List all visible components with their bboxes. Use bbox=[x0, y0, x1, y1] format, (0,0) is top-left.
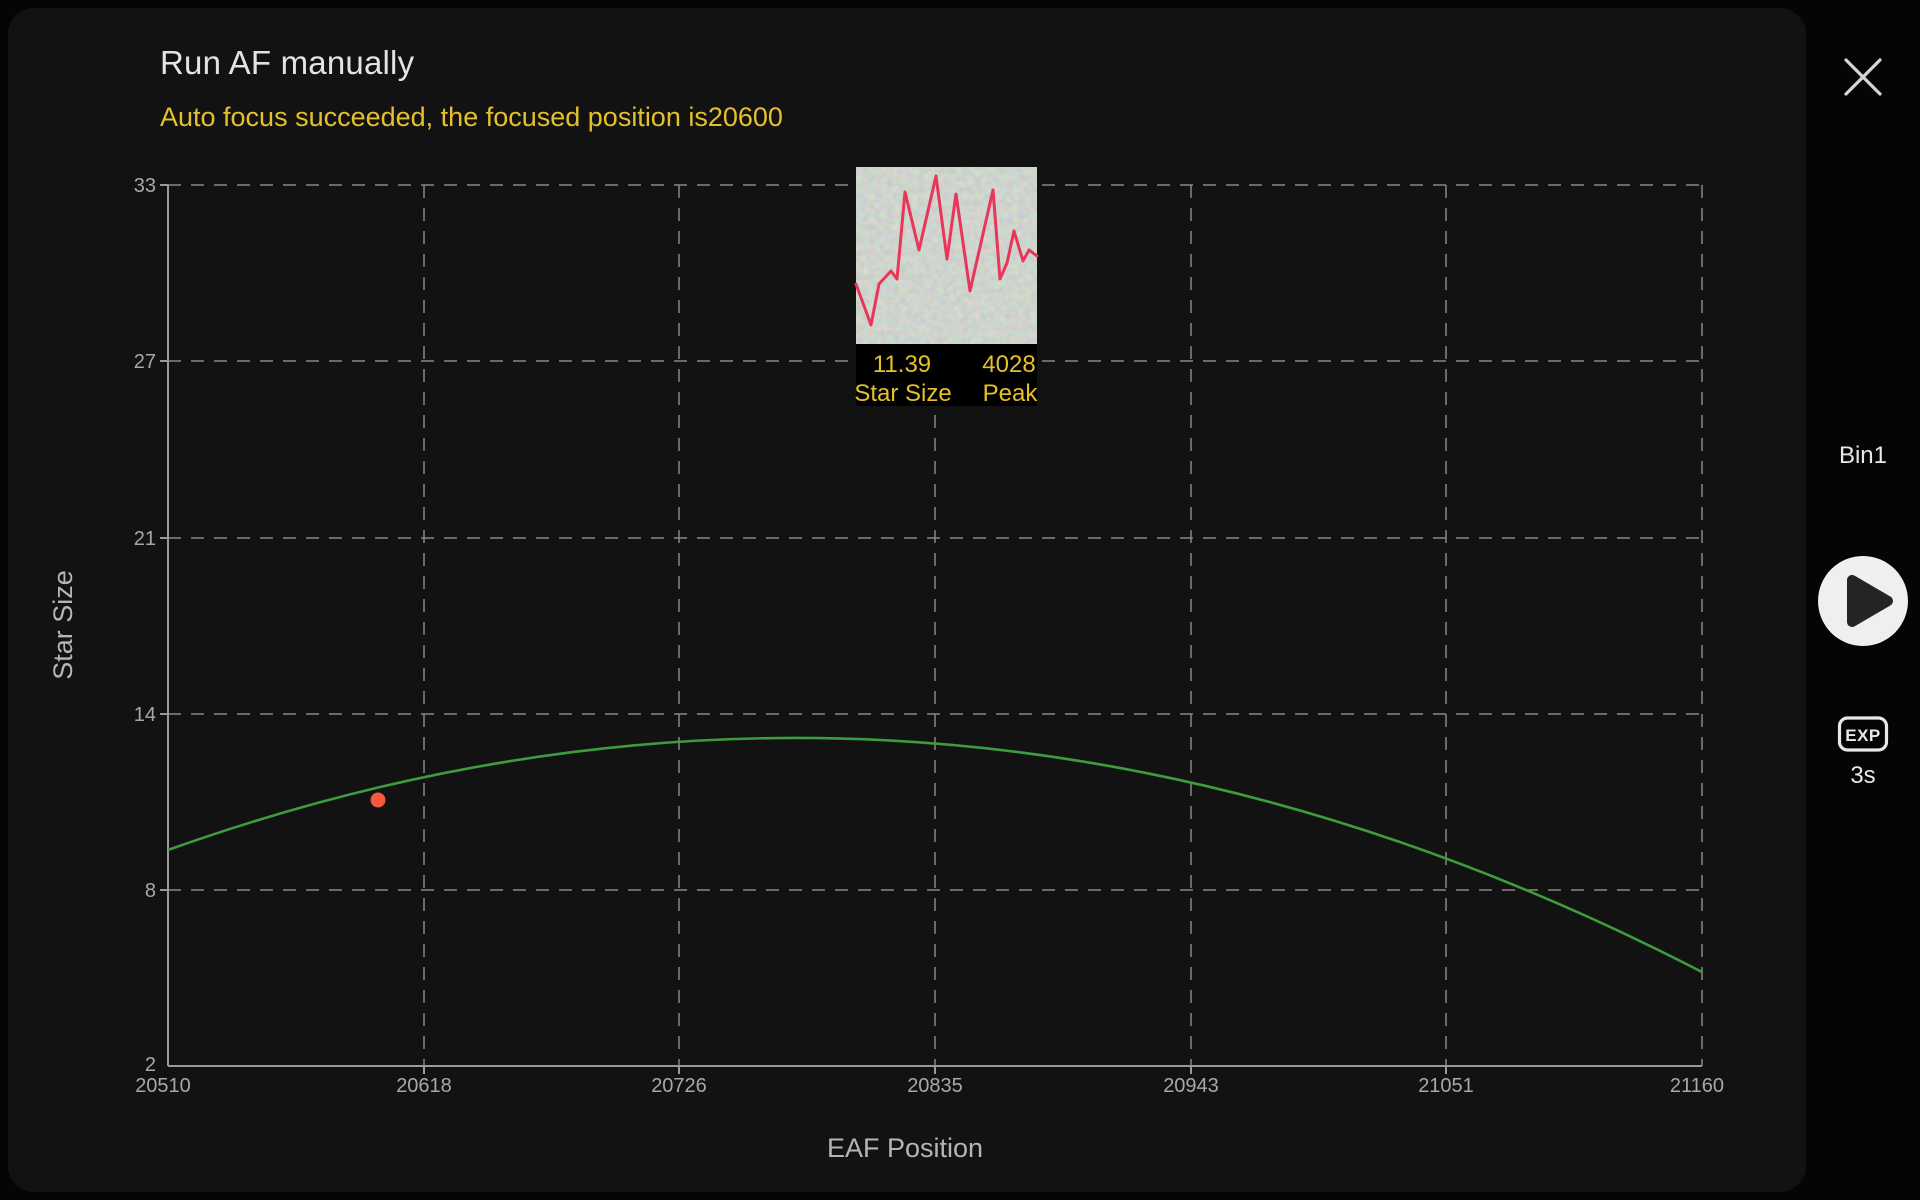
vcurve-fit-line bbox=[167, 736, 1703, 974]
star-size-value: 11.39 bbox=[873, 351, 931, 378]
bin-setting[interactable]: Bin1 bbox=[1838, 442, 1888, 469]
x-tick-20618: 20618 bbox=[396, 1075, 452, 1097]
star-profile-line bbox=[854, 174, 1039, 327]
close-icon bbox=[1844, 58, 1882, 96]
play-button[interactable] bbox=[1816, 554, 1910, 648]
exp-icon: EXP bbox=[1837, 715, 1889, 752]
peak-value: 4028 bbox=[982, 351, 1035, 378]
y-axis-title: Star Size bbox=[48, 570, 78, 680]
star-readout-band bbox=[856, 344, 1037, 406]
x-axis-tick-labels: 20510 20618 20726 20835 20943 21051 2116… bbox=[135, 1075, 1724, 1097]
x-tick-20835: 20835 bbox=[907, 1075, 963, 1097]
x-tick-21160: 21160 bbox=[1670, 1075, 1724, 1097]
vertical-gridlines bbox=[423, 185, 1703, 1066]
y-axis-tick-labels: 33 27 21 14 8 2 bbox=[134, 175, 156, 1076]
play-icon bbox=[1818, 556, 1908, 646]
dialog-title: Run AF manually bbox=[160, 44, 415, 81]
x-tick-21051: 21051 bbox=[1418, 1075, 1474, 1097]
exp-badge-text: EXP bbox=[1845, 726, 1881, 745]
peak-label: Peak bbox=[983, 380, 1039, 407]
star-readout: 11.39 Star Size 4028 Peak bbox=[854, 344, 1038, 407]
star-size-label: Star Size bbox=[854, 380, 951, 407]
close-button[interactable] bbox=[1835, 49, 1891, 105]
x-tick-20726: 20726 bbox=[651, 1075, 707, 1097]
y-tick-27: 27 bbox=[134, 351, 156, 373]
y-tick-14: 14 bbox=[134, 704, 156, 726]
measured-star-point bbox=[370, 792, 386, 808]
exposure-value[interactable]: 3s bbox=[1850, 762, 1876, 789]
exposure-setting-button[interactable]: EXP bbox=[1826, 712, 1900, 758]
x-tick-20943: 20943 bbox=[1163, 1075, 1219, 1097]
x-tick-20510: 20510 bbox=[135, 1075, 191, 1097]
y-tick-8: 8 bbox=[145, 880, 156, 902]
y-tick-2: 2 bbox=[145, 1054, 156, 1076]
y-tick-21: 21 bbox=[134, 528, 156, 550]
star-preview-thumbnail bbox=[854, 167, 1039, 344]
y-tick-33: 33 bbox=[134, 175, 156, 197]
axes bbox=[160, 184, 1702, 1074]
af-status-message: Auto focus succeeded, the focused positi… bbox=[160, 102, 783, 132]
x-axis-title: EAF Position bbox=[827, 1133, 983, 1163]
